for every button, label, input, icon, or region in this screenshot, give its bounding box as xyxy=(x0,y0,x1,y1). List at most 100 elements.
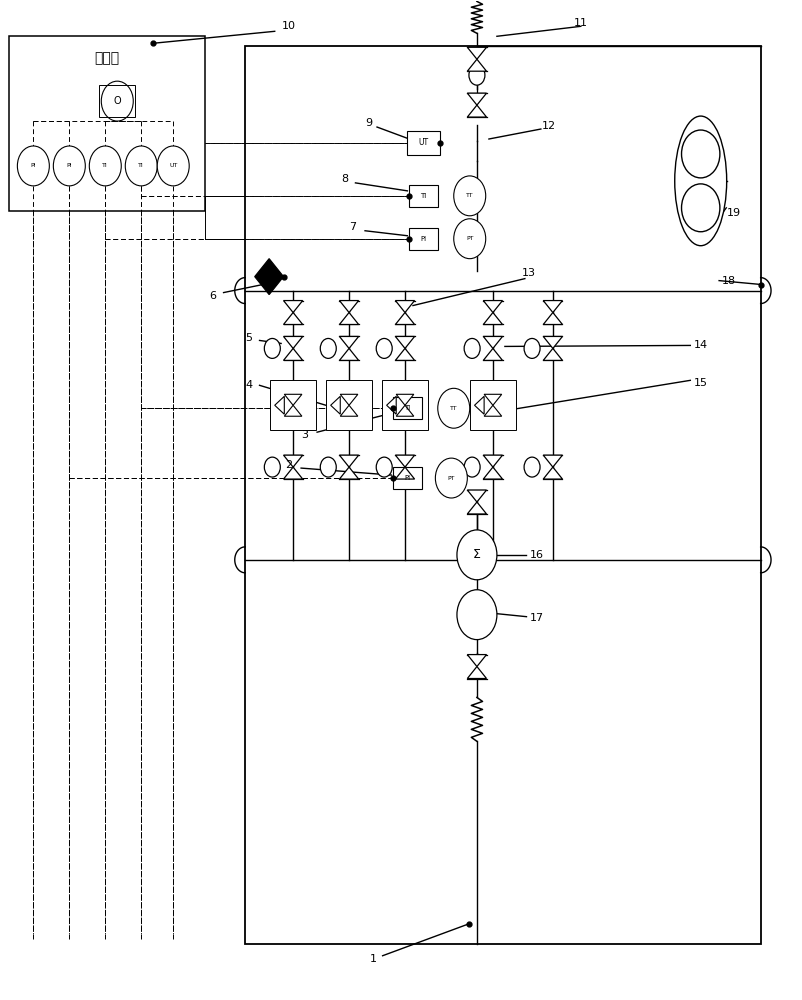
Text: UT: UT xyxy=(169,163,177,168)
Text: 5: 5 xyxy=(245,333,253,343)
Polygon shape xyxy=(484,405,502,416)
Polygon shape xyxy=(285,394,302,405)
Polygon shape xyxy=(285,405,302,416)
Text: 15: 15 xyxy=(694,378,707,388)
Polygon shape xyxy=(340,405,358,416)
Polygon shape xyxy=(396,405,414,416)
Circle shape xyxy=(469,65,485,85)
Polygon shape xyxy=(330,396,340,414)
Polygon shape xyxy=(543,467,562,479)
Polygon shape xyxy=(468,93,487,105)
Text: O: O xyxy=(113,96,121,106)
Polygon shape xyxy=(468,655,487,667)
Polygon shape xyxy=(395,455,415,467)
Text: 13: 13 xyxy=(522,268,536,278)
Polygon shape xyxy=(284,301,302,313)
Bar xyxy=(245,46,760,944)
Circle shape xyxy=(464,338,480,358)
Polygon shape xyxy=(339,336,358,348)
Circle shape xyxy=(101,81,133,121)
Circle shape xyxy=(524,338,540,358)
Circle shape xyxy=(320,338,336,358)
Polygon shape xyxy=(339,301,358,313)
Text: PI: PI xyxy=(404,475,411,481)
Circle shape xyxy=(54,146,85,186)
Text: PI: PI xyxy=(30,163,36,168)
Polygon shape xyxy=(339,467,358,479)
Text: 18: 18 xyxy=(722,276,735,286)
Bar xyxy=(10,36,205,211)
Polygon shape xyxy=(284,455,302,467)
Polygon shape xyxy=(340,394,358,405)
Text: 11: 11 xyxy=(573,18,588,28)
Circle shape xyxy=(438,388,470,428)
Text: TI: TI xyxy=(103,163,108,168)
Polygon shape xyxy=(284,336,302,348)
Polygon shape xyxy=(395,336,415,348)
Polygon shape xyxy=(484,348,503,360)
Text: 2: 2 xyxy=(286,460,293,470)
Polygon shape xyxy=(475,396,484,414)
Polygon shape xyxy=(543,455,562,467)
Text: 16: 16 xyxy=(530,550,544,560)
Text: PT: PT xyxy=(448,476,455,481)
Text: 10: 10 xyxy=(282,21,296,31)
Polygon shape xyxy=(395,301,415,313)
Polygon shape xyxy=(339,348,358,360)
Text: 1: 1 xyxy=(370,954,376,964)
Text: Σ: Σ xyxy=(473,548,481,561)
Polygon shape xyxy=(284,313,302,324)
Text: 14: 14 xyxy=(694,340,708,350)
Circle shape xyxy=(682,184,720,232)
Text: TI: TI xyxy=(420,193,427,199)
Circle shape xyxy=(464,457,480,477)
Circle shape xyxy=(376,457,392,477)
Circle shape xyxy=(89,146,121,186)
Polygon shape xyxy=(484,467,503,479)
Circle shape xyxy=(376,338,392,358)
Text: 12: 12 xyxy=(542,121,556,131)
Circle shape xyxy=(265,338,281,358)
Polygon shape xyxy=(339,455,358,467)
Circle shape xyxy=(320,457,336,477)
Bar xyxy=(407,131,440,155)
Text: PT: PT xyxy=(466,236,473,241)
Polygon shape xyxy=(395,348,415,360)
Bar xyxy=(409,185,438,207)
Polygon shape xyxy=(543,301,562,313)
Text: PI: PI xyxy=(420,236,427,242)
Text: TT: TT xyxy=(450,406,458,411)
Bar xyxy=(393,397,422,419)
Polygon shape xyxy=(468,47,487,59)
Polygon shape xyxy=(468,667,487,679)
Circle shape xyxy=(18,146,50,186)
Circle shape xyxy=(125,146,157,186)
Polygon shape xyxy=(395,313,415,324)
Bar xyxy=(270,380,316,430)
Bar xyxy=(393,467,422,489)
Polygon shape xyxy=(395,467,415,479)
Circle shape xyxy=(157,146,189,186)
Polygon shape xyxy=(484,336,503,348)
Polygon shape xyxy=(543,348,562,360)
Text: 控制柜: 控制柜 xyxy=(95,51,119,65)
Text: 19: 19 xyxy=(727,208,741,218)
Text: TI: TI xyxy=(404,405,411,411)
Text: 9: 9 xyxy=(366,118,373,128)
Polygon shape xyxy=(484,313,503,324)
Circle shape xyxy=(435,458,468,498)
Circle shape xyxy=(265,457,281,477)
Polygon shape xyxy=(484,301,503,313)
Circle shape xyxy=(524,457,540,477)
Text: TT: TT xyxy=(466,193,473,198)
Polygon shape xyxy=(543,313,562,324)
Polygon shape xyxy=(284,467,302,479)
Polygon shape xyxy=(484,394,502,405)
Bar xyxy=(326,380,372,430)
Bar xyxy=(409,228,438,250)
Polygon shape xyxy=(275,396,285,414)
Polygon shape xyxy=(468,59,487,71)
Polygon shape xyxy=(468,105,487,117)
Polygon shape xyxy=(339,313,358,324)
Circle shape xyxy=(457,590,497,640)
